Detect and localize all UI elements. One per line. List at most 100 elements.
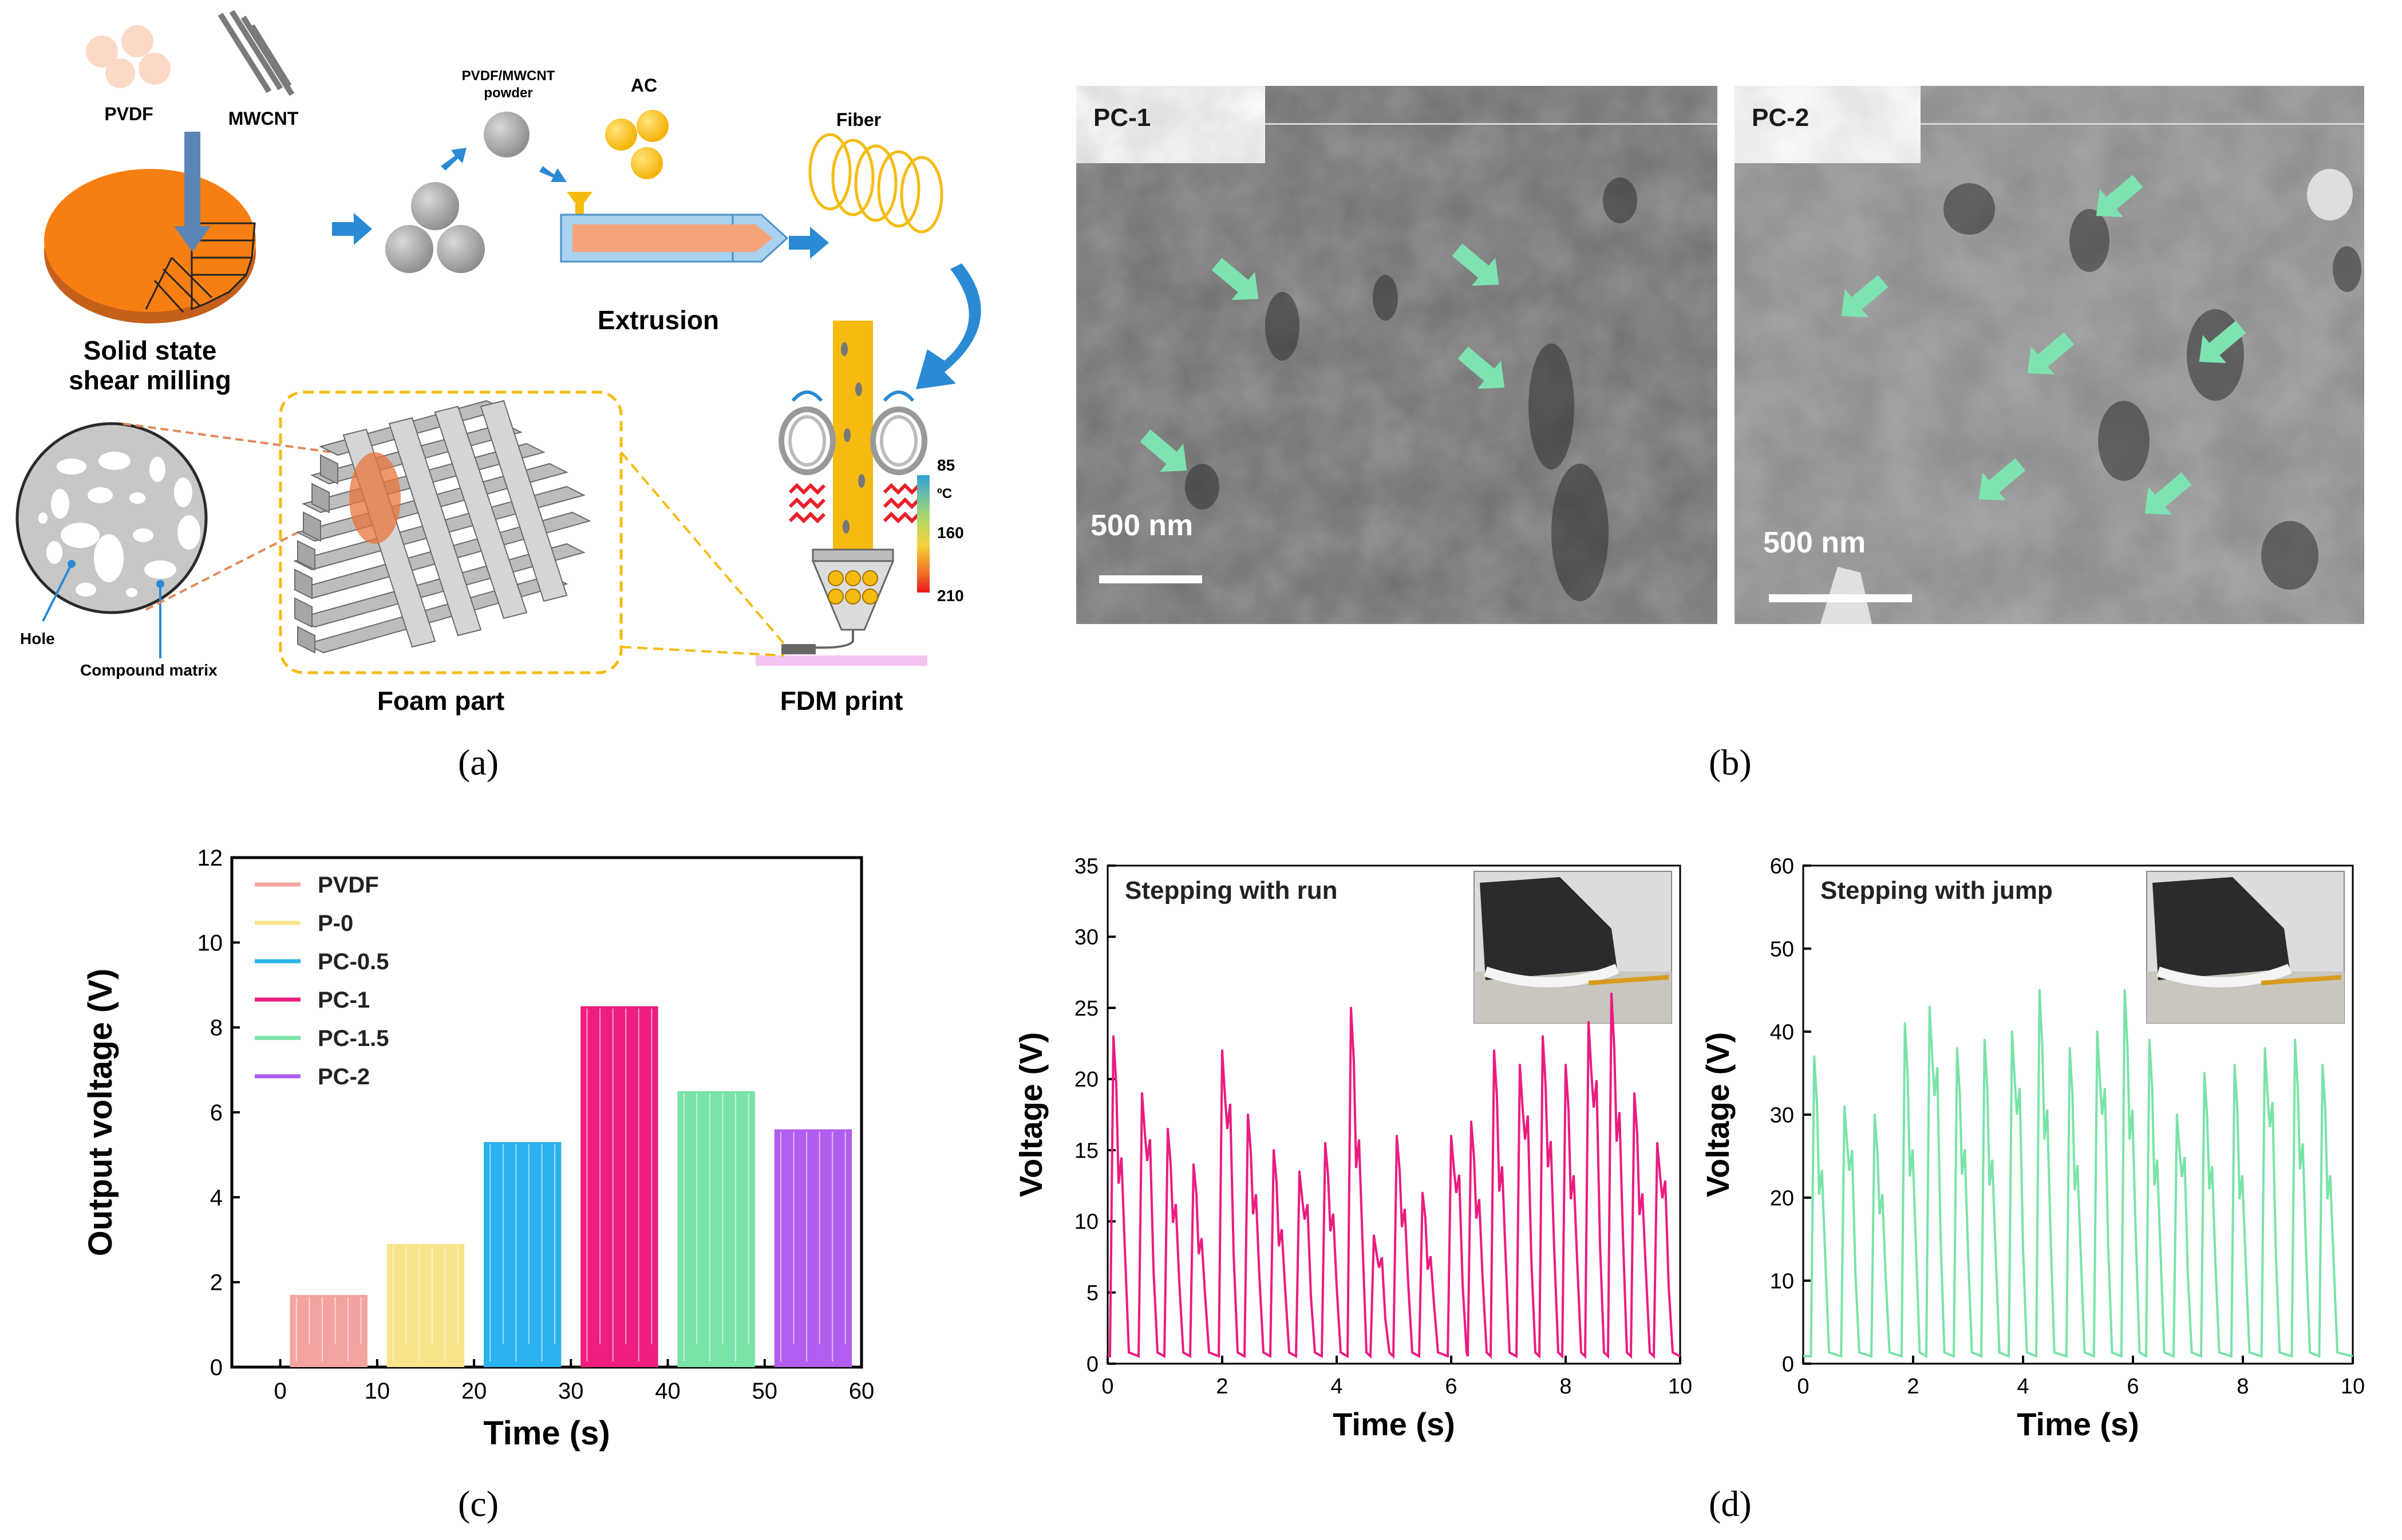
powder-label-line2: powder (484, 85, 532, 101)
scale-unit: ºC (937, 486, 952, 502)
chart-d-run: 0 2 4 6 8 10 0 5 10 15 20 25 30 35 Time (s) Voltage (V)… (1013, 854, 1692, 1442)
peak-point (2123, 989, 2126, 992)
milling-label-line1: Solid state (84, 335, 217, 365)
x-axis-label: Time (s) (2017, 1406, 2139, 1442)
panel-c: 0 10 20 30 40 50 60 0 2 4 6 8 10 12 Time (s) Output vol… (0, 830, 973, 1471)
peak-point (2321, 1064, 2324, 1066)
peak-point (1396, 1135, 1398, 1138)
shoe-sole-icon (2156, 964, 2292, 988)
extruder-icon (560, 192, 789, 263)
y-tick-label: 10 (1770, 1269, 1794, 1293)
pc1-scale-bar (1099, 575, 1202, 583)
foam-part-label: Foam part (377, 686, 504, 716)
peak-point (1610, 992, 1613, 995)
y-tick-label: 10 (197, 930, 223, 955)
peak-point (1421, 1191, 1424, 1194)
peak-point (1983, 1038, 1986, 1041)
x-tick-label: 50 (752, 1379, 778, 1404)
peak-point (1542, 1035, 1544, 1038)
peak-point (1273, 1149, 1275, 1152)
x-tick-label: 0 (274, 1379, 286, 1404)
peak-point (2096, 1030, 2099, 1033)
x-tick-label: 4 (2017, 1375, 2029, 1399)
voltage-trace (1803, 990, 2353, 1359)
foam-part-icon (279, 390, 785, 674)
y-tick-label: 30 (1770, 1103, 1794, 1127)
y-tick-label: 25 (1074, 997, 1099, 1021)
bar-pc-1 (580, 1006, 658, 1367)
milling-disk-icon (44, 132, 256, 323)
pc2-scale-label: 500 nm (1763, 526, 1866, 559)
pvdf-particles-icon (86, 25, 171, 88)
panel-b-label: (b) (1709, 742, 1752, 783)
legend-label-pc-1: PC-1 (318, 988, 370, 1013)
chart-annotation: Stepping with run (1125, 876, 1338, 905)
bar-pc-2 (774, 1129, 852, 1367)
scale-160: 160 (937, 524, 964, 542)
process-arrows-icon (332, 148, 829, 259)
chart-annotation: Stepping with jump (1820, 876, 2053, 905)
legend-label-p-0: P-0 (318, 911, 353, 936)
x-tick-label: 30 (558, 1379, 584, 1404)
x-tick-label: 0 (1101, 1375, 1113, 1399)
peak-point (1519, 1064, 1521, 1066)
panel-d-jump: 0 2 4 6 8 10 0 10 20 30 40 50 60 Time (s) Voltage (V) S… (1694, 824, 2402, 1471)
peak-point (1298, 1170, 1301, 1173)
bar-pc-0-5 (484, 1142, 562, 1367)
x-tick-label: 0 (1797, 1375, 1809, 1399)
legend-label-pc-0-5: PC-0.5 (318, 949, 389, 974)
fdm-print-label: FDM print (780, 686, 903, 716)
x-tick-label: 20 (461, 1379, 487, 1404)
peak-point (1221, 1049, 1223, 1052)
peak-point (2038, 989, 2041, 992)
peak-point (1450, 1135, 1452, 1138)
mwcnt-label: MWCNT (228, 108, 299, 129)
y-tick-label: 6 (210, 1100, 223, 1126)
plot-frame (1107, 864, 1681, 1365)
y-tick-label: 2 (210, 1270, 223, 1296)
panel-a: PVDF MWCNT Solid state shear milling (0, 0, 1048, 739)
x-tick-label: 8 (1559, 1375, 1571, 1399)
y-tick-label: 8 (210, 1016, 223, 1041)
panel-a-schematic: PVDF MWCNT Solid state shear milling (15, 10, 981, 716)
pc1-title: PC-1 (1093, 104, 1151, 132)
peak-point (2010, 1030, 2013, 1033)
x-tick-label: 6 (2127, 1375, 2139, 1399)
powder-label-line1: PVDF/MWCNT (462, 68, 555, 84)
particle-arrows-icon (1140, 175, 2246, 515)
cross-section-icon (15, 422, 333, 658)
panel-d-run: 0 2 4 6 8 10 0 5 10 15 20 25 30 35 Time (s) Voltage (V)… (1013, 824, 1706, 1471)
inset-photo (2146, 871, 2345, 1024)
peak-point (1373, 1234, 1375, 1237)
panel-a-letter: a (470, 742, 487, 783)
panel-b-micrographs: PC-1 500 nm PC-2 500 nm (1076, 86, 2364, 624)
y-tick-label: 0 (1782, 1352, 1794, 1376)
fdm-printer-icon (756, 321, 927, 666)
y-axis-label: Voltage (V) (1700, 1032, 1736, 1197)
peak-point (1928, 1005, 1931, 1008)
y-tick-label: 35 (1074, 854, 1099, 878)
shoe-sole-icon (1484, 964, 1619, 988)
peak-point (2294, 1038, 2297, 1041)
y-tick-label: 60 (1770, 854, 1794, 878)
peak-point (1955, 1047, 1958, 1049)
x-tick-label: 10 (1668, 1375, 1692, 1399)
chart-d-jump: 0 2 4 6 8 10 0 10 20 30 40 50 60 Time (s) Voltage (V) S… (1700, 854, 2365, 1442)
powder-spheres-icon (385, 112, 530, 273)
y-tick-label: 0 (1087, 1352, 1099, 1376)
shoe-icon (1480, 877, 1617, 980)
panel-b: PC-1 500 nm PC-2 500 nm (1076, 86, 2364, 635)
bar-pc-1-5 (677, 1091, 755, 1367)
x-tick-label: 6 (1445, 1375, 1457, 1399)
shoe-icon (2152, 877, 2290, 980)
chart-c: 0 10 20 30 40 50 60 0 2 4 6 8 10 12 Time (s) Output vol… (82, 846, 874, 1452)
x-axis-label: Time (s) (1333, 1406, 1455, 1442)
peak-point (1903, 1022, 1906, 1025)
y-tick-label: 20 (1074, 1068, 1099, 1092)
y-tick-label: 0 (210, 1355, 223, 1380)
peak-point (1112, 1035, 1115, 1038)
scale-85: 85 (937, 456, 955, 474)
voltage-trace (1108, 993, 1681, 1359)
peak-point (1167, 1127, 1169, 1130)
x-tick-label: 4 (1330, 1375, 1342, 1399)
